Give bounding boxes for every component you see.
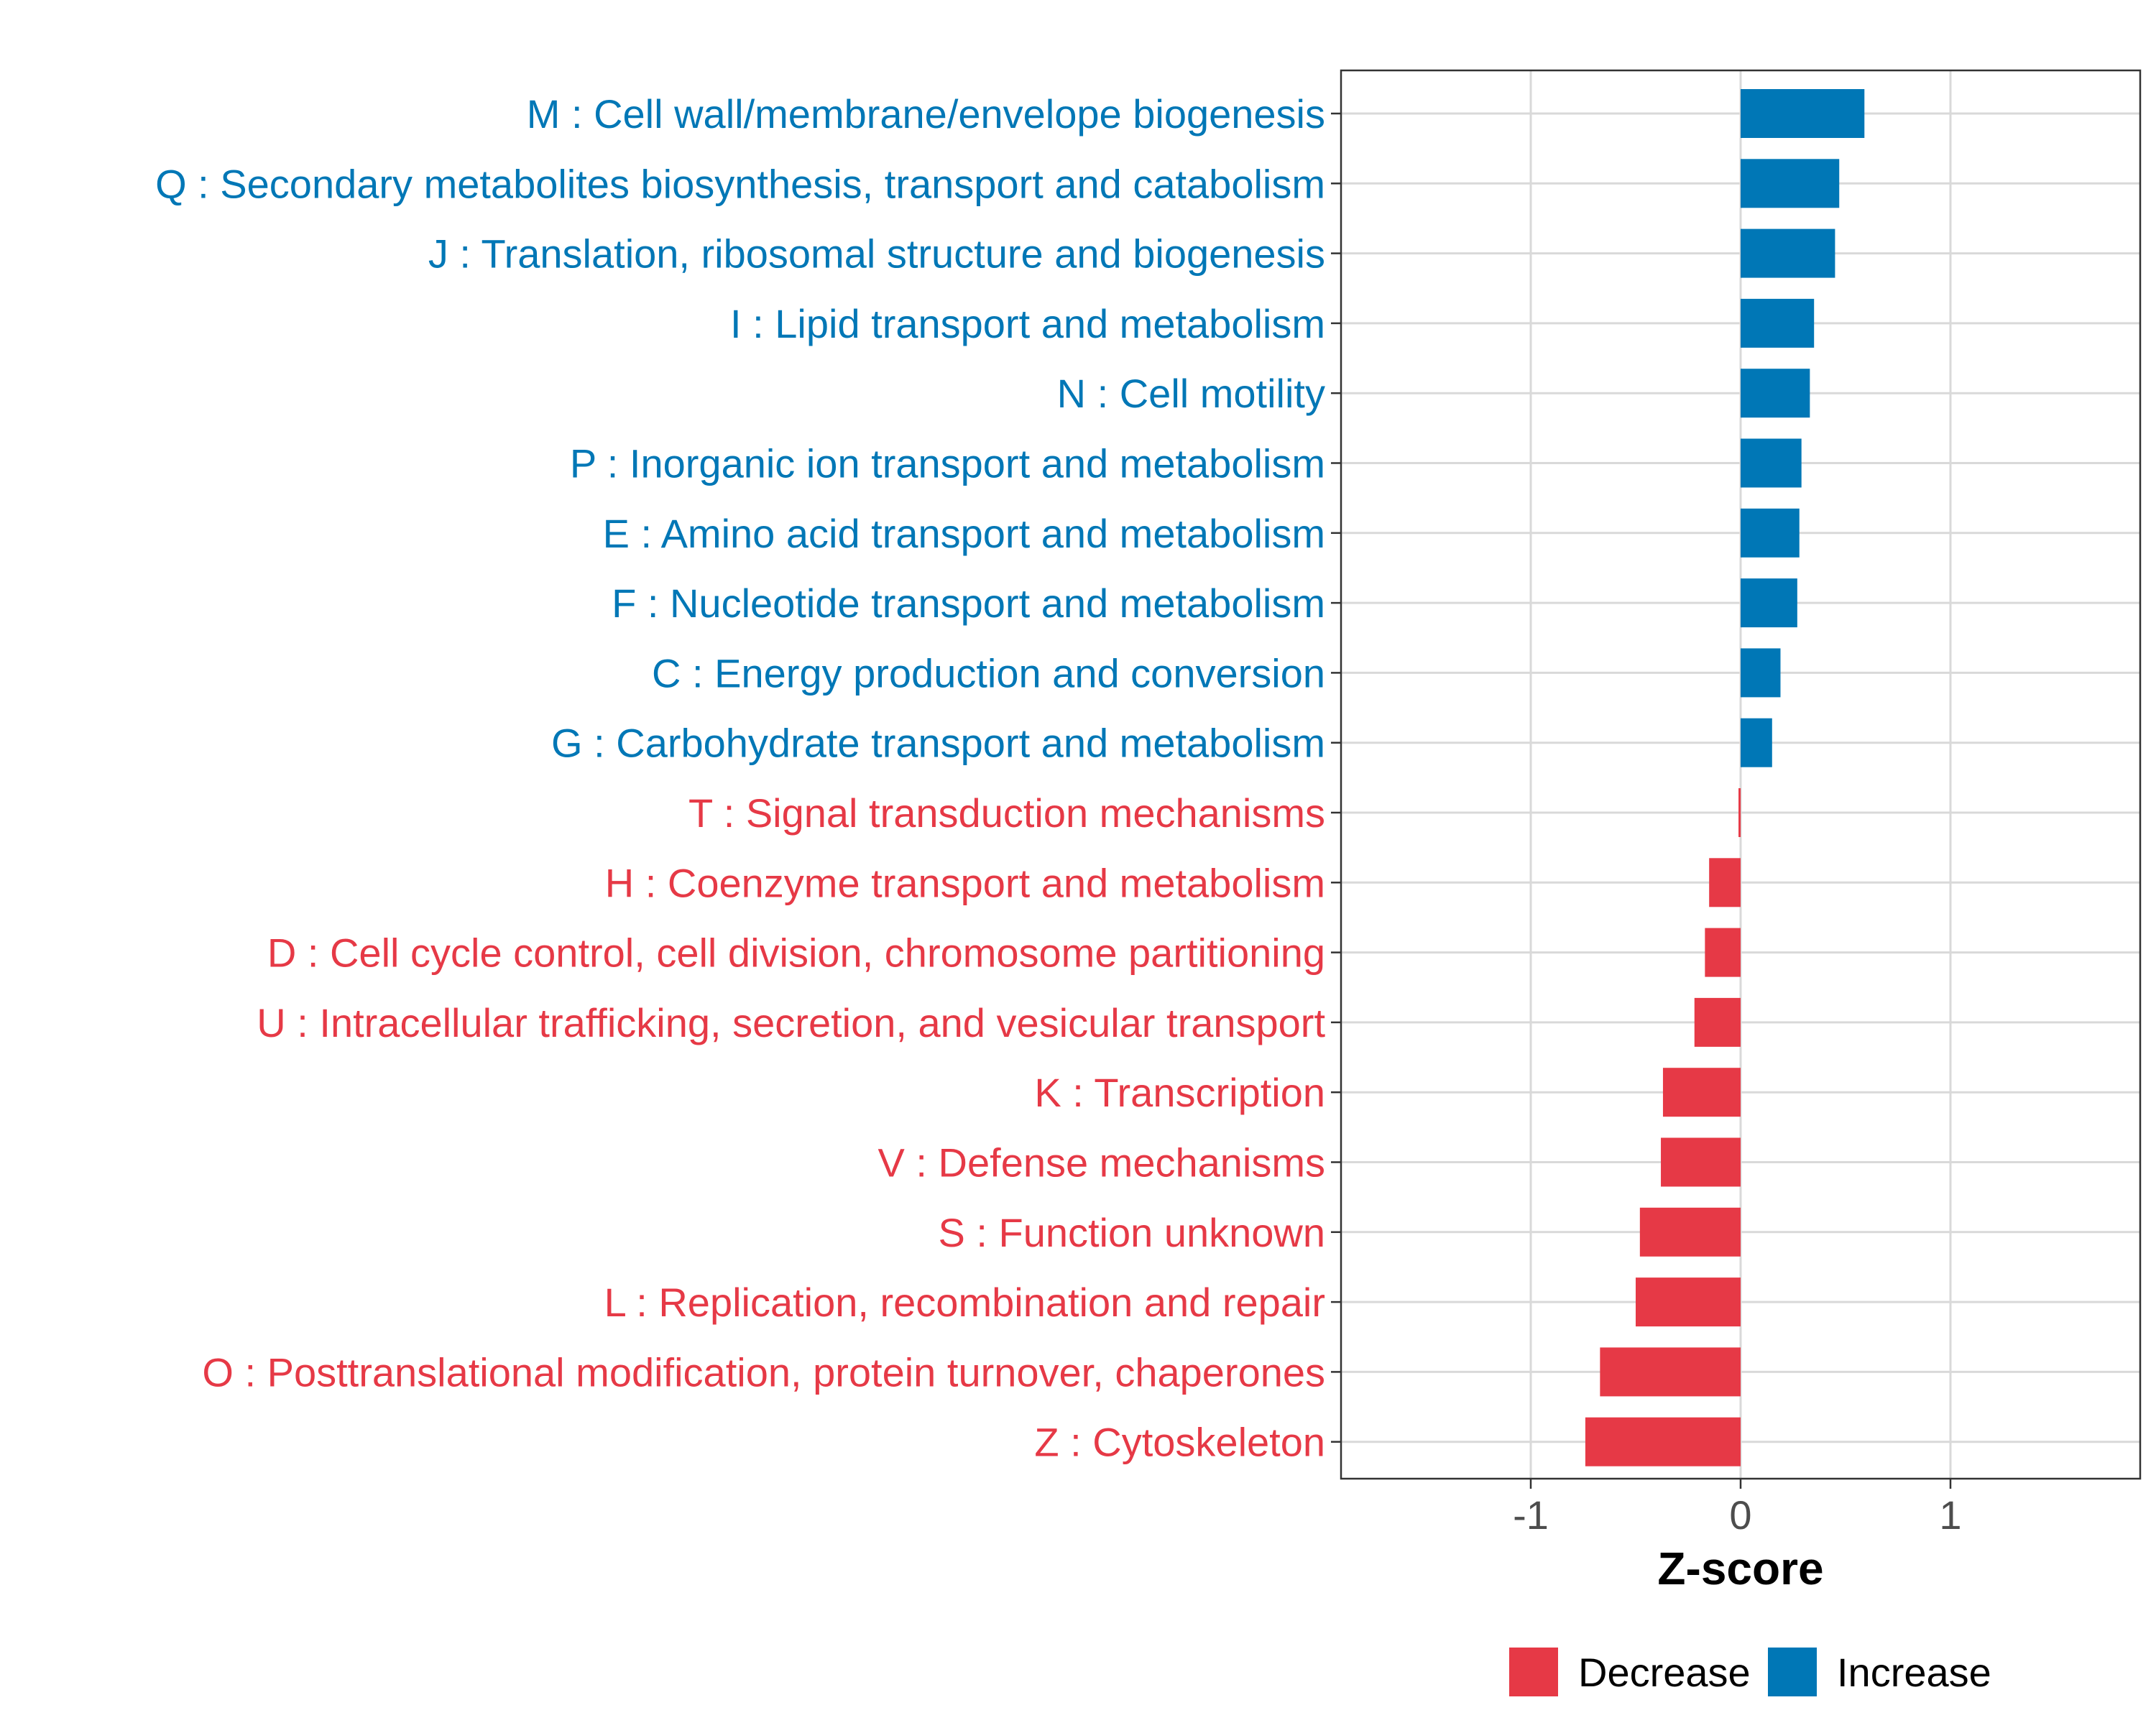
bar <box>1741 298 1815 348</box>
bar <box>1661 1137 1741 1187</box>
bar <box>1741 438 1802 488</box>
bar <box>1709 858 1741 907</box>
category-label: J : Translation, ribosomal structure and… <box>428 231 1325 277</box>
x-tick-label: 0 <box>1729 1492 1751 1538</box>
category-label: M : Cell wall/membrane/envelope biogenes… <box>527 91 1325 137</box>
bar <box>1741 718 1772 767</box>
legend-swatch <box>1509 1648 1558 1696</box>
category-label: T : Signal transduction mechanisms <box>688 790 1325 836</box>
category-label: Z : Cytoskeleton <box>1034 1420 1325 1465</box>
bar <box>1741 159 1840 208</box>
bar <box>1741 578 1797 628</box>
category-label: I : Lipid transport and metabolism <box>730 301 1325 346</box>
category-label: L : Replication, recombination and repai… <box>604 1280 1325 1325</box>
category-label: C : Energy production and conversion <box>652 650 1325 696</box>
category-label: Q : Secondary metabolites biosynthesis, … <box>155 161 1325 206</box>
bar <box>1694 997 1741 1047</box>
category-label: H : Coenzyme transport and metabolism <box>605 860 1325 905</box>
bar <box>1741 369 1810 418</box>
bar <box>1741 89 1865 138</box>
bar <box>1600 1347 1741 1397</box>
category-label: O : Posttranslational modification, prot… <box>202 1349 1325 1395</box>
axis-layer: -1 0 1 M : Cell wall/membrane/envelope biog… <box>155 91 1962 1538</box>
category-label: S : Function unknown <box>938 1210 1325 1255</box>
bar <box>1741 648 1781 698</box>
legend-label: Decrease <box>1578 1650 1751 1695</box>
category-label: V : Defense mechanisms <box>878 1140 1325 1186</box>
legend-label: Increase <box>1837 1650 1991 1695</box>
category-label: P : Inorganic ion transport and metaboli… <box>570 441 1325 486</box>
bar <box>1662 1068 1741 1117</box>
category-label: E : Amino acid transport and metabolism <box>603 511 1325 556</box>
x-tick-label: 1 <box>1939 1492 1961 1538</box>
category-label: N : Cell motility <box>1057 371 1325 416</box>
category-label: F : Nucleotide transport and metabolism <box>612 581 1325 626</box>
x-tick-label: -1 <box>1513 1492 1549 1538</box>
bar <box>1738 788 1741 837</box>
bar <box>1741 508 1800 558</box>
bar <box>1636 1277 1741 1327</box>
category-label: K : Transcription <box>1034 1070 1325 1115</box>
category-label: D : Cell cycle control, cell division, c… <box>267 930 1325 976</box>
legend-swatch <box>1768 1648 1817 1696</box>
bar-layer <box>1585 89 1865 1466</box>
category-label: G : Carbohydrate transport and metabolis… <box>551 721 1325 766</box>
bar <box>1705 928 1741 977</box>
bar <box>1585 1417 1741 1466</box>
x-axis-title: Z-score <box>1657 1543 1823 1594</box>
bar <box>1741 228 1835 278</box>
grid-layer <box>1341 70 2140 1479</box>
legend: Decrease Increase <box>1509 1648 1991 1696</box>
category-label: U : Intracellular trafficking, secretion… <box>257 1000 1325 1045</box>
bar <box>1639 1207 1741 1257</box>
